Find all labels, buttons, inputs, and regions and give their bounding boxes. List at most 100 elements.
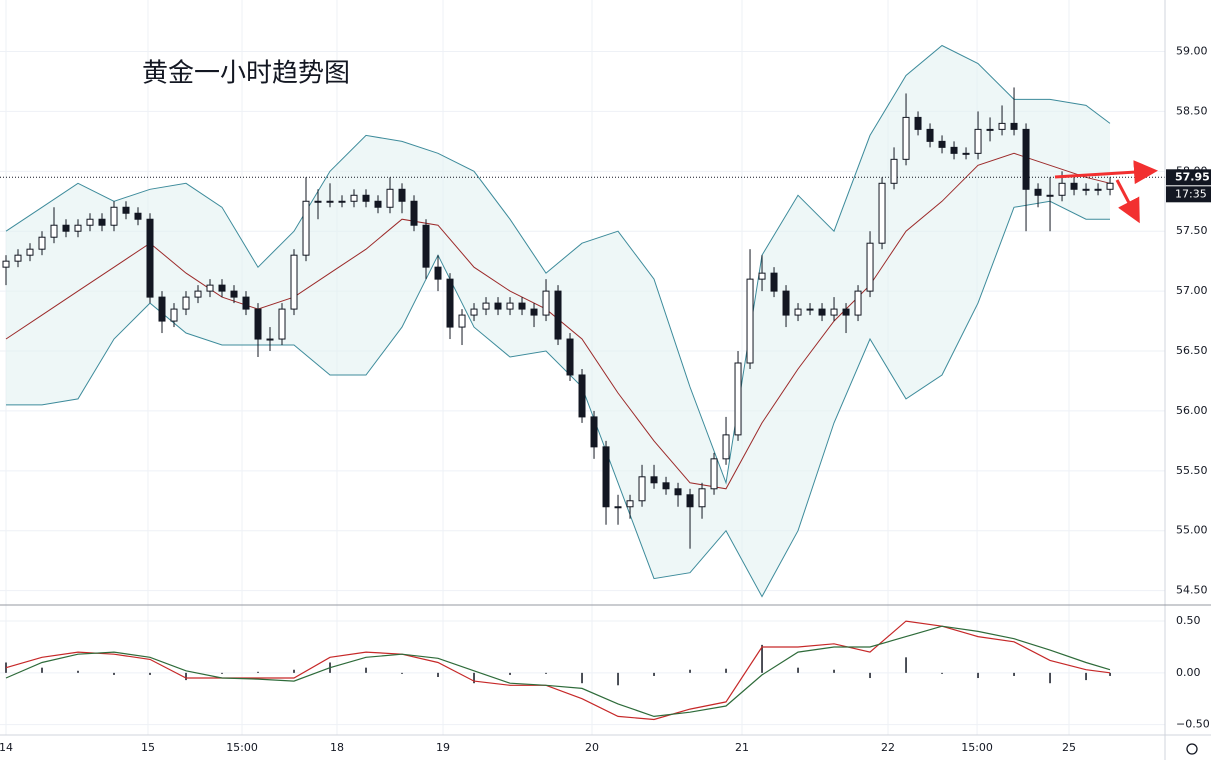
candle-body [662, 482, 670, 490]
candle-body [686, 494, 694, 508]
candle-body [578, 374, 586, 418]
y-tick-label: 57.50 [1176, 224, 1208, 237]
candle-body [74, 224, 82, 232]
candle-body [98, 218, 106, 226]
y-tick-label: 55.50 [1176, 464, 1208, 477]
trend-arrow [1115, 179, 1140, 224]
signal-line [5, 625, 1111, 718]
candle-body [1046, 194, 1054, 197]
candle-body [386, 188, 394, 208]
y-tick-label: 0.50 [1176, 614, 1201, 627]
candle-body [398, 188, 406, 202]
last-price-box [1166, 169, 1211, 186]
moving-average [5, 152, 1111, 490]
candle-body [1094, 188, 1102, 191]
candle-body [62, 224, 70, 232]
candle-body [266, 338, 274, 341]
chart-title: 黄金一小时趋势图 [142, 59, 350, 89]
macd-histogram-bar [1085, 672, 1087, 681]
candle-body [434, 266, 442, 280]
candle-body [182, 296, 190, 310]
candle-body [602, 446, 610, 508]
settings-icon[interactable] [1186, 743, 1198, 755]
candle-body [842, 308, 850, 316]
candle-body [1106, 182, 1114, 190]
y-tick-label: 55.00 [1176, 524, 1208, 537]
candle-body [470, 308, 478, 316]
candle-body [170, 308, 178, 322]
candle-body [146, 218, 154, 298]
candle-body [734, 362, 742, 436]
macd-histogram-bar [221, 672, 223, 674]
macd-histogram-bar [797, 667, 799, 673]
x-tick-label: 21 [735, 741, 749, 754]
candle-body [446, 278, 454, 328]
x-tick-label: 15:00 [226, 741, 258, 754]
x-tick-label: 22 [881, 741, 895, 754]
macd-histogram-bar [761, 644, 763, 673]
candle-body [890, 158, 898, 184]
macd-histogram-bar [581, 672, 583, 684]
macd-histogram-bar [977, 672, 979, 679]
candle-body [914, 116, 922, 130]
candle-body [938, 140, 946, 148]
candle-body [854, 290, 862, 316]
bollinger-lower [6, 200, 1110, 598]
candle-body [506, 302, 514, 310]
y-tick-label: 56.50 [1176, 344, 1208, 357]
candle-body [26, 248, 34, 256]
macd-histogram-bar [185, 672, 187, 681]
candle-body [866, 242, 874, 292]
macd-histogram-bar [941, 672, 943, 674]
candle-body [878, 182, 886, 244]
y-tick-label: 56.00 [1176, 404, 1208, 417]
candle-body [926, 128, 934, 142]
candle-body [746, 278, 754, 364]
x-tick-label: 15 [141, 741, 155, 754]
x-tick-label: 25 [1062, 741, 1076, 754]
last-price-label: 57.95 [1175, 170, 1210, 183]
candle-body [290, 254, 298, 310]
macd-histogram-bar [905, 657, 907, 673]
candle-body [494, 302, 502, 310]
candle-body [1010, 122, 1018, 130]
candle-body [626, 500, 634, 508]
macd-histogram-bar [1013, 672, 1015, 676]
x-tick-label: 19 [436, 741, 450, 754]
macd-histogram-bar [293, 669, 295, 673]
candle-body [1070, 182, 1078, 190]
candle-body [650, 476, 658, 484]
macd-histogram-bar [365, 667, 367, 673]
macd-histogram-bar [77, 670, 79, 673]
candle-body [422, 224, 430, 268]
candle-body [518, 302, 526, 310]
candle-body [758, 272, 766, 280]
candle-body [50, 224, 58, 238]
candle-body [254, 308, 262, 340]
candle-body [722, 434, 730, 460]
candle-body [590, 416, 598, 448]
candle-body [638, 476, 646, 502]
candle-body [818, 308, 826, 316]
candle-body [1022, 128, 1030, 190]
macd-histogram-bar [509, 672, 511, 675]
candle-body [1034, 188, 1042, 196]
macd-histogram-bar [437, 672, 439, 677]
macd-histogram-bar [1049, 672, 1051, 684]
y-tick-label: 59.00 [1176, 45, 1208, 58]
candle-body [314, 200, 322, 203]
candle-body [242, 296, 250, 310]
x-tick-label: 14 [0, 741, 13, 754]
y-tick-label: 0.00 [1176, 666, 1201, 679]
candle-body [698, 488, 706, 508]
macd-histogram-bar [257, 671, 259, 673]
candle-body [374, 200, 382, 208]
macd-histogram-bar [113, 672, 115, 675]
y-tick-label: 54.50 [1176, 584, 1208, 597]
candle-body [1058, 182, 1066, 196]
macd-line [5, 620, 1111, 721]
candle-body [782, 290, 790, 316]
candle-body [14, 254, 22, 262]
countdown-label: 17:35 [1175, 187, 1207, 200]
